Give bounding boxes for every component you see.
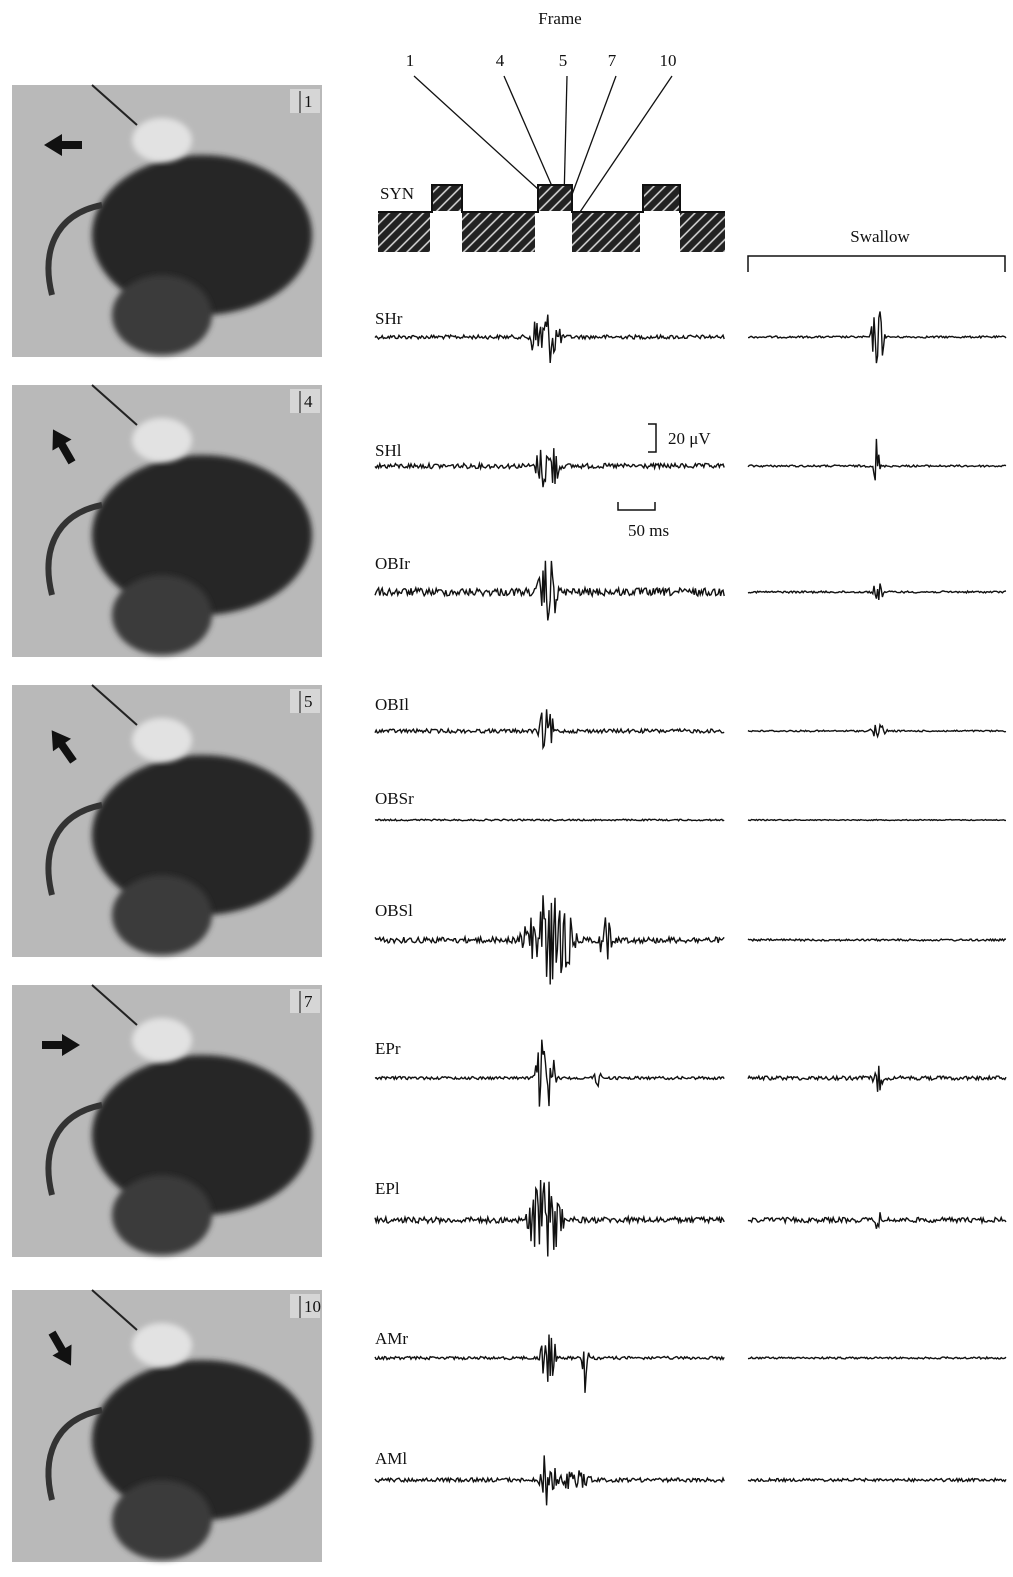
frame-marker: 4 <box>496 51 505 70</box>
voltage-scale-label: 20 μV <box>668 429 711 448</box>
emg-trace-swallow <box>748 820 1006 821</box>
voltage-scale-bar <box>648 424 656 452</box>
photo-panel: 5 <box>12 685 322 957</box>
emg-trace <box>375 448 724 487</box>
emg-trace <box>375 895 724 984</box>
syn-high <box>643 185 680 211</box>
photo-panel: 7 <box>12 985 322 1257</box>
syn-low <box>378 212 430 252</box>
trace-label: SHl <box>375 441 402 460</box>
emg-trace <box>375 1335 724 1393</box>
emg-trace-swallow <box>748 1357 1006 1359</box>
emg-trace <box>375 709 724 747</box>
photo-leg <box>112 875 212 955</box>
photo-leg <box>112 1175 212 1255</box>
photo-leg <box>112 1480 212 1560</box>
swallow-label: Swallow <box>850 227 910 246</box>
syn-low <box>572 212 640 252</box>
marker-pointer <box>564 76 567 200</box>
frame-marker: 1 <box>406 51 415 70</box>
syn-high <box>432 185 462 211</box>
marker-pointer <box>570 76 616 200</box>
frame-title: Frame <box>538 9 581 28</box>
trace-label: OBIl <box>375 695 409 714</box>
syn-label: SYN <box>380 184 414 203</box>
emg-trace <box>375 561 724 621</box>
photo-head <box>132 418 192 462</box>
figure: Frame SYN Swallow 20 μV 50 ms 1 4 5 7 10 1 4 5 7… <box>0 0 1013 1577</box>
photo-label: 1 <box>304 92 313 111</box>
emg-trace <box>375 315 724 363</box>
emg-trace <box>375 1455 724 1505</box>
syn-high <box>538 185 572 211</box>
emg-trace-swallow <box>748 312 1006 364</box>
photo-leg <box>112 275 212 355</box>
trace-label: AMr <box>375 1329 408 1348</box>
photo-head <box>132 1323 192 1367</box>
photo-head <box>132 1018 192 1062</box>
frame-marker: 10 <box>660 51 677 70</box>
trace-label: EPr <box>375 1039 401 1058</box>
trace-label: AMl <box>375 1449 407 1468</box>
emg-trace <box>375 819 724 821</box>
time-scale-bar <box>618 502 655 510</box>
photo-head <box>132 718 192 762</box>
trace-label: OBSr <box>375 789 414 808</box>
photo-panel: 4 <box>12 385 322 657</box>
syn-low <box>462 212 535 252</box>
photo-panel: 1 <box>12 85 322 357</box>
emg-trace-swallow <box>748 725 1006 737</box>
photo-head <box>132 118 192 162</box>
emg-trace <box>375 1180 724 1257</box>
marker-pointer <box>504 76 558 200</box>
time-scale-label: 50 ms <box>628 521 669 540</box>
trace-label: OBIr <box>375 554 410 573</box>
emg-trace-swallow <box>748 1066 1006 1092</box>
emg-trace-swallow <box>748 1212 1006 1228</box>
emg-trace-swallow <box>748 439 1006 480</box>
photo-label: 4 <box>304 392 313 411</box>
photo-label: 10 <box>304 1297 321 1316</box>
frame-marker: 5 <box>559 51 568 70</box>
photo-leg <box>112 575 212 655</box>
emg-trace-swallow <box>748 584 1006 600</box>
trace-label: EPl <box>375 1179 400 1198</box>
emg-trace <box>375 1040 724 1107</box>
trace-label: OBSl <box>375 901 413 920</box>
trace-label: SHr <box>375 309 403 328</box>
emg-trace-swallow <box>748 1479 1006 1482</box>
frame-marker: 7 <box>608 51 617 70</box>
photo-panel: 10 <box>12 1290 322 1562</box>
marker-pointer <box>414 76 550 200</box>
syn-low <box>680 212 725 252</box>
photo-label: 5 <box>304 692 313 711</box>
emg-trace-swallow <box>748 939 1006 941</box>
photo-label: 7 <box>304 992 313 1011</box>
swallow-bracket <box>748 256 1005 272</box>
